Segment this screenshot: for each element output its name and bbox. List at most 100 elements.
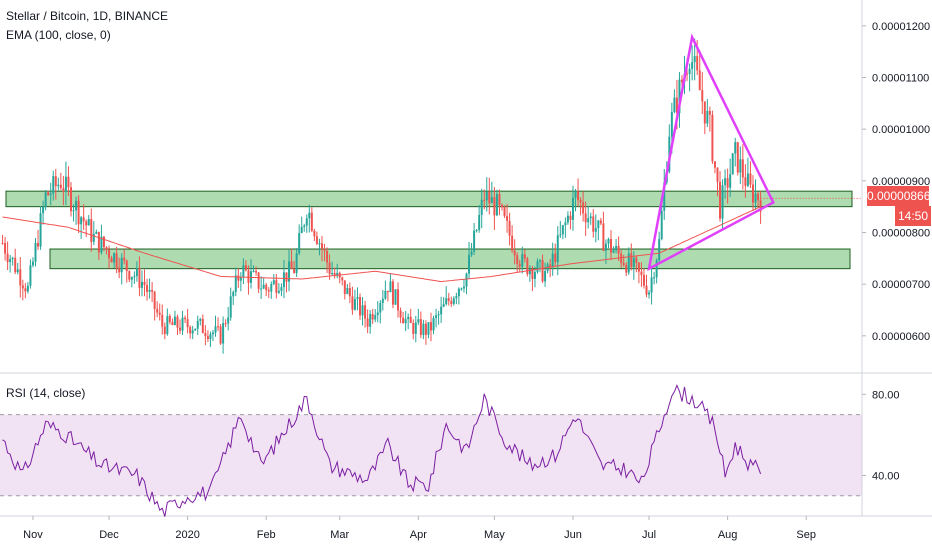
candle-body: [211, 332, 214, 335]
candle-body: [267, 290, 270, 292]
candle-body: [414, 322, 417, 334]
candle-body: [483, 199, 486, 201]
candle-body: [746, 173, 749, 186]
time-tick-label: Dec: [99, 529, 119, 541]
triangle-pattern: [647, 33, 775, 272]
candle-body: [353, 298, 356, 310]
candle-body: [473, 230, 476, 252]
candle-body: [427, 322, 430, 335]
candle-body: [731, 153, 734, 175]
candle-body: [224, 323, 227, 325]
candle-body: [95, 231, 98, 234]
candle-body: [516, 255, 519, 264]
candle-body: [432, 318, 435, 331]
candle-body: [470, 251, 473, 255]
candle-body: [658, 239, 661, 261]
candle-body: [320, 243, 323, 249]
candle-body: [255, 270, 258, 273]
candle-body: [381, 298, 384, 303]
candle-body: [366, 318, 369, 327]
candle-body: [21, 285, 24, 289]
candle-body: [252, 270, 255, 272]
candle-body: [437, 314, 440, 316]
candle-body: [199, 318, 202, 321]
candle-body: [386, 290, 389, 293]
candle-body: [419, 319, 422, 335]
candle-body: [412, 322, 415, 334]
candle-body: [430, 322, 432, 331]
candle-body: [113, 253, 116, 263]
candle-body: [663, 182, 666, 211]
candle-body: [313, 230, 316, 237]
candle-body: [521, 254, 524, 267]
price-zone: [5, 190, 853, 208]
price-tick-label: 0.00000700: [872, 279, 930, 291]
candle-body: [584, 213, 587, 223]
candle-body: [391, 281, 394, 305]
candle-body: [260, 288, 263, 290]
price-tick-label: 0.00000600: [872, 331, 930, 343]
rsi-tick-label: 40.00: [872, 470, 900, 482]
candle-body: [262, 284, 265, 289]
candle-body: [686, 73, 689, 75]
candle-body: [102, 236, 105, 248]
candle-body: [171, 322, 174, 325]
candle-body: [589, 216, 592, 219]
candle-body: [29, 265, 32, 286]
support-resistance-zones: [5, 190, 853, 270]
ema-legend[interactable]: EMA (100, close, 0): [6, 28, 111, 42]
candle-body: [541, 260, 544, 282]
candle-body: [77, 200, 80, 225]
candle-body: [594, 228, 597, 232]
candle-body: [402, 317, 405, 324]
candle-body: [184, 317, 187, 320]
candle-body: [288, 261, 291, 282]
candle-body: [637, 262, 640, 272]
candle-body: [123, 257, 126, 261]
candle-body: [571, 197, 574, 220]
candle-body: [513, 250, 516, 256]
candle-body: [100, 236, 103, 253]
candle-body: [54, 176, 57, 187]
candle-body: [285, 272, 288, 282]
time-tick-label: May: [484, 529, 505, 541]
candle-body: [118, 267, 121, 273]
candle-body: [523, 254, 526, 259]
candle-body: [724, 178, 727, 186]
candle-body: [298, 233, 301, 254]
candle-body: [49, 193, 52, 196]
candle-body: [539, 260, 542, 262]
candle-body: [587, 218, 590, 223]
candle-body: [11, 257, 14, 259]
time-tick-label: Jul: [642, 529, 656, 541]
candle-body: [97, 231, 100, 253]
candle-body: [579, 200, 582, 203]
candle-body: [328, 262, 331, 275]
candle-body: [356, 297, 359, 299]
candle-body: [460, 288, 463, 290]
candle-body: [9, 258, 12, 263]
candle-body: [729, 174, 732, 188]
candle-body: [592, 216, 595, 232]
candle-body: [300, 226, 303, 234]
candle-body: [16, 269, 19, 273]
candle-body: [158, 312, 161, 315]
candle-body: [130, 276, 133, 280]
candle-body: [265, 284, 268, 291]
rsi-legend[interactable]: RSI (14, close): [6, 386, 86, 400]
candle-body: [257, 272, 260, 289]
candle-body: [361, 305, 364, 316]
candle-body: [44, 192, 47, 207]
candle-body: [549, 264, 552, 267]
candle-body: [744, 177, 747, 186]
candle-body: [648, 292, 651, 295]
candle-body: [315, 236, 318, 244]
candle-body: [442, 304, 445, 307]
candle-body: [39, 213, 42, 247]
chart-title[interactable]: Stellar / Bitcoin, 1D, BINANCE: [6, 9, 169, 23]
candle-body: [508, 220, 511, 236]
candle-body: [440, 306, 443, 315]
candle-body: [544, 271, 547, 282]
candle-body: [343, 280, 346, 294]
